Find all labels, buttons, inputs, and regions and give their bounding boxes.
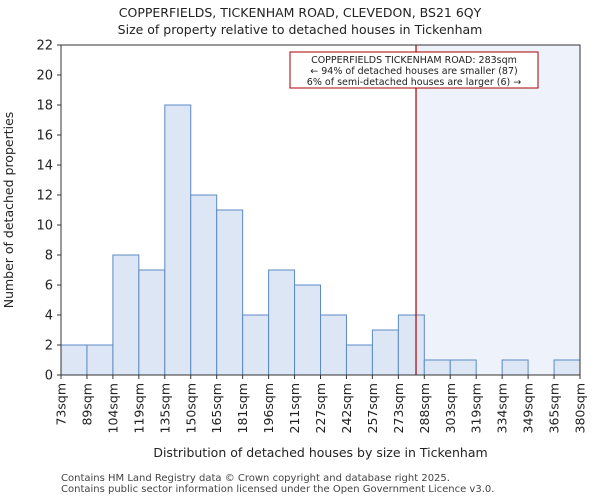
bar-13	[397, 314, 425, 376]
x-tick-label-20: 380sqm	[573, 383, 588, 433]
bar-10	[320, 314, 347, 376]
bar-1	[86, 344, 114, 376]
bar-12	[371, 329, 399, 376]
footer-line2: Contains public sector information licen…	[61, 484, 495, 495]
x-tick-label-4: 135sqm	[157, 383, 172, 433]
x-tick-label-14: 288sqm	[417, 383, 432, 433]
chart-title-line1: COPPERFIELDS, TICKENHAM ROAD, CLEVEDON, …	[118, 5, 482, 20]
x-tick-label-0: 73sqm	[54, 383, 69, 426]
x-tick-label-1: 89sqm	[79, 383, 94, 426]
bar-4	[164, 104, 192, 376]
annotation-line1: COPPERFIELDS TICKENHAM ROAD: 283sqm	[311, 55, 517, 66]
y-tick-label-9: 18	[36, 99, 53, 114]
y-axis-label: Number of detached properties	[1, 112, 16, 309]
bar-17	[501, 359, 529, 376]
x-tick-label-13: 273sqm	[391, 383, 406, 433]
y-tick-label-2: 4	[45, 309, 53, 324]
bar-8	[268, 269, 296, 376]
footer-line1: Contains HM Land Registry data © Crown c…	[61, 473, 450, 484]
x-tick-label-12: 257sqm	[365, 383, 380, 433]
x-tick-label-10: 227sqm	[313, 383, 328, 433]
bar-11	[345, 344, 373, 376]
bar-5	[190, 194, 218, 376]
bar-6	[216, 209, 244, 376]
y-tick-label-6: 12	[36, 189, 53, 204]
x-tick-label-15: 303sqm	[443, 383, 458, 433]
y-tick-label-0: 0	[45, 369, 53, 384]
x-tick-label-2: 104sqm	[105, 383, 120, 433]
x-tick-label-3: 119sqm	[131, 383, 146, 433]
y-tick-label-8: 16	[36, 129, 53, 144]
y-tick-label-5: 10	[36, 219, 53, 234]
bar-19	[553, 359, 581, 376]
bar-14	[423, 359, 451, 376]
annotation-box: COPPERFIELDS TICKENHAM ROAD: 283sqm ← 94…	[289, 51, 539, 89]
bar-0	[60, 344, 88, 376]
x-tick-label-17: 334sqm	[495, 383, 510, 433]
bar-3	[138, 269, 166, 376]
x-tick-label-19: 365sqm	[547, 383, 562, 433]
bar-7	[242, 314, 270, 376]
y-tick-label-10: 20	[36, 69, 53, 84]
y-tick-label-7: 14	[36, 159, 53, 174]
highlight-region	[416, 45, 580, 375]
x-tick-label-18: 349sqm	[521, 383, 536, 433]
bars-group	[60, 104, 581, 376]
chart-title-line2: Size of property relative to detached ho…	[117, 22, 483, 37]
x-axis-label: Distribution of detached houses by size …	[153, 445, 487, 460]
x-tick-label-16: 319sqm	[469, 383, 484, 433]
x-tick-label-8: 196sqm	[261, 383, 276, 433]
annotation-line3: 6% of semi-detached houses are larger (6…	[307, 77, 521, 88]
bar-9	[294, 284, 321, 376]
bar-2	[112, 254, 140, 376]
x-tick-label-9: 211sqm	[287, 383, 302, 433]
y-tick-label-1: 2	[45, 339, 53, 354]
axes-group: 0 2 4 6 8 10 12 14 16 18 20 22 73sqm 89sqm 104sqm 119sq…	[36, 39, 587, 434]
y-tick-label-4: 8	[45, 249, 53, 264]
x-tick-label-7: 181sqm	[235, 383, 250, 433]
x-tick-label-5: 150sqm	[183, 383, 198, 433]
x-tick-label-11: 242sqm	[339, 383, 354, 433]
annotation-line2: ← 94% of detached houses are smaller (87…	[310, 66, 517, 77]
annotation-frame	[289, 51, 539, 89]
bar-15	[449, 359, 477, 376]
y-tick-label-11: 22	[36, 39, 53, 54]
y-tick-label-3: 6	[45, 279, 53, 294]
x-tick-label-6: 165sqm	[209, 383, 224, 433]
